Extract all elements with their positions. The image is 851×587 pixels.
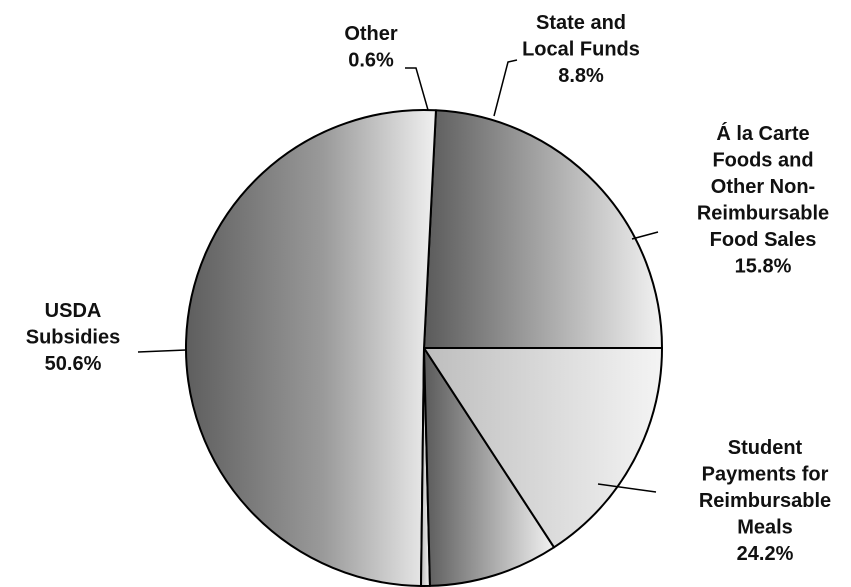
slice-label-line: Payments for: [702, 464, 829, 486]
slice-label-3: Other 0.6%: [344, 23, 398, 72]
slice-label-line: Food Sales: [710, 229, 817, 251]
slice-label-line: Other: [344, 23, 398, 45]
slice-label-line: Student: [728, 437, 803, 459]
slice-label-line: Reimbursable: [699, 490, 831, 512]
slice-label-1: Student Payments for Reimbursable Meals 24.2…: [699, 437, 831, 565]
slice-percent: 15.8%: [735, 256, 792, 278]
pie-slice-2: [186, 110, 436, 586]
slice-label-line: Meals: [737, 517, 793, 539]
leader-line-2: [138, 350, 186, 352]
leader-line-3: [405, 68, 428, 110]
slice-percent: 8.8%: [558, 65, 604, 87]
leader-line-4: [494, 60, 517, 116]
slice-label-line: Subsidies: [26, 327, 120, 349]
slice-percent: 0.6%: [348, 50, 394, 72]
slice-label-line: Á la Carte: [716, 122, 809, 145]
pie-slice-1: [424, 110, 662, 348]
slice-label-4: State and Local Funds 8.8%: [522, 12, 640, 87]
slice-label-5: Á la Carte Foods and Other Non- Reimbursabl…: [697, 122, 829, 278]
slice-label-line: Foods and: [712, 150, 813, 172]
slice-percent: 50.6%: [45, 353, 102, 375]
leader-line-5: [632, 232, 658, 239]
slice-label-line: USDA: [45, 300, 102, 322]
slice-label-line: Local Funds: [522, 39, 640, 61]
slice-percent: 24.2%: [737, 543, 794, 565]
slice-label-line: Reimbursable: [697, 203, 829, 225]
slice-label-line: Other Non-: [711, 176, 815, 198]
slice-label-2: USDA Subsidies 50.6%: [26, 300, 120, 375]
slice-label-line: State and: [536, 12, 626, 34]
